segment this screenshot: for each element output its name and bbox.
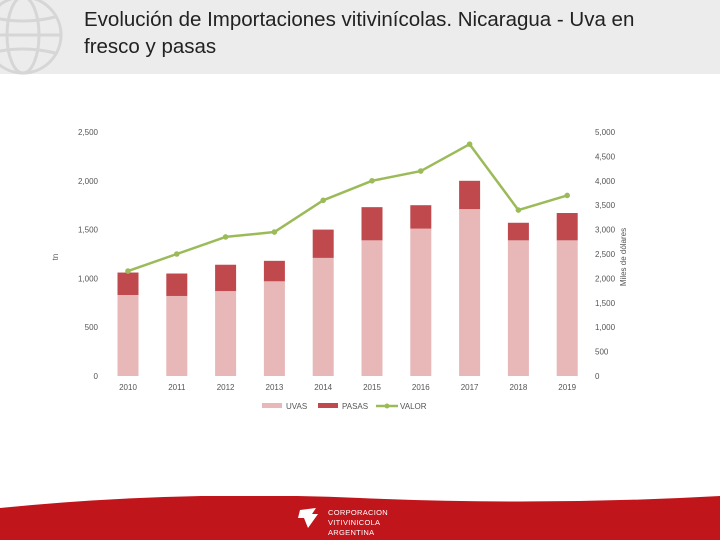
y2-tick-label: 0 — [595, 372, 600, 381]
bar-pasas-2012 — [215, 264, 237, 292]
bar-uvas-2010 — [117, 294, 139, 376]
bar-uvas-2018 — [507, 240, 529, 376]
legend-label-valor: VALOR — [400, 402, 427, 411]
valor-point-2011 — [174, 251, 180, 257]
y-tick-label: 0 — [94, 372, 99, 381]
import-chart: 0 500 1,000 1,500 2,000 2,500 0 500 1,000 1,500 2… — [51, 128, 628, 411]
legend-label-pasas: PASAS — [342, 402, 368, 411]
y2-tick-label: 1,500 — [595, 299, 616, 308]
bar-uvas-2011 — [166, 295, 188, 376]
bar-uvas-2013 — [263, 281, 285, 376]
bar-uvas-2017 — [459, 209, 481, 376]
valor-line — [127, 142, 568, 273]
y-tick-label: 1,000 — [78, 274, 99, 283]
bar-pasas-2018 — [507, 222, 529, 241]
valor-point-2013 — [271, 229, 278, 235]
valor-line-layer — [125, 141, 570, 274]
footer-wave — [0, 496, 720, 540]
y2-tick-label: 2,000 — [595, 274, 616, 283]
bar-pasas-2019 — [556, 213, 578, 241]
y-tick-label: 500 — [85, 323, 99, 332]
bar-pasas-2014 — [312, 229, 334, 258]
x-tick-label: 2018 — [510, 383, 528, 392]
valor-point-2010 — [125, 268, 131, 274]
x-tick-label: 2012 — [217, 383, 235, 392]
legend-swatch-uvas — [262, 403, 282, 408]
x-tick-label: 2015 — [363, 383, 381, 392]
header-band: Evolución de Importaciones vitivinícolas… — [0, 0, 720, 75]
valor-point-2016 — [418, 168, 424, 174]
page-title: Evolución de Importaciones vitivinícolas… — [84, 8, 635, 58]
x-tick-label: 2017 — [461, 383, 479, 392]
valor-point-2018 — [515, 207, 522, 213]
y-tick-label: 2,000 — [78, 177, 99, 186]
y2-tick-label: 500 — [595, 348, 609, 357]
y-tick-label: 1,500 — [78, 226, 99, 235]
bar-pasas-2010 — [117, 272, 139, 295]
y2-tick-label: 4,500 — [595, 152, 616, 161]
x-axis-labels: 2010 2011 2012 2013 2014 2015 2016 2017 2018 2019 — [119, 383, 577, 392]
valor-point-2014 — [320, 197, 327, 204]
y2-axis-title: Miles de dólares — [619, 228, 628, 286]
x-tick-label: 2010 — [119, 383, 137, 392]
left-axis: 0 500 1,000 1,500 2,000 2,500 — [78, 128, 99, 381]
chart-legend: UVAS PASAS VALOR — [262, 402, 427, 411]
bar-uvas-2016 — [410, 228, 432, 376]
bar-pasas-2015 — [361, 207, 383, 241]
x-tick-label: 2019 — [558, 383, 576, 392]
y2-tick-label: 4,000 — [595, 177, 616, 186]
y-tick-label: 2,500 — [78, 128, 99, 137]
legend-label-uvas: UVAS — [286, 402, 307, 411]
bar-pasas-2013 — [263, 260, 285, 282]
y2-tick-label: 1,000 — [595, 323, 616, 332]
valor-point-2012 — [222, 234, 229, 240]
x-tick-label: 2013 — [266, 383, 284, 392]
footer-band — [0, 496, 720, 540]
x-tick-label: 2011 — [168, 383, 186, 392]
valor-point-2019 — [564, 192, 570, 199]
y2-tick-label: 5,000 — [595, 128, 616, 137]
bar-uvas-2015 — [361, 240, 383, 376]
bar-uvas-2012 — [215, 291, 237, 376]
bars-layer — [117, 180, 578, 376]
bar-pasas-2017 — [459, 180, 481, 210]
x-tick-label: 2016 — [412, 383, 430, 392]
legend-marker-valor — [384, 403, 390, 409]
y2-tick-label: 2,500 — [595, 250, 616, 259]
y2-tick-label: 3,500 — [595, 201, 616, 210]
logo-icon — [298, 508, 318, 528]
right-axis: 0 500 1,000 1,500 2,000 2,500 3,000 3,500 4,000 4… — [595, 128, 616, 381]
bar-pasas-2016 — [410, 205, 432, 229]
footer-logo-text: CORPORACION VITIVINICOLA ARGENTINA — [328, 508, 388, 537]
x-tick-label: 2014 — [314, 383, 332, 392]
bar-uvas-2019 — [556, 240, 578, 376]
valor-point-2015 — [369, 178, 375, 184]
bar-pasas-2011 — [166, 273, 188, 296]
legend-swatch-pasas — [318, 403, 338, 408]
globe-icon — [0, 0, 63, 75]
y2-tick-label: 3,000 — [595, 226, 616, 235]
bar-uvas-2014 — [312, 257, 334, 376]
valor-point-2017 — [466, 141, 473, 147]
y-axis-title: tn — [51, 254, 60, 261]
